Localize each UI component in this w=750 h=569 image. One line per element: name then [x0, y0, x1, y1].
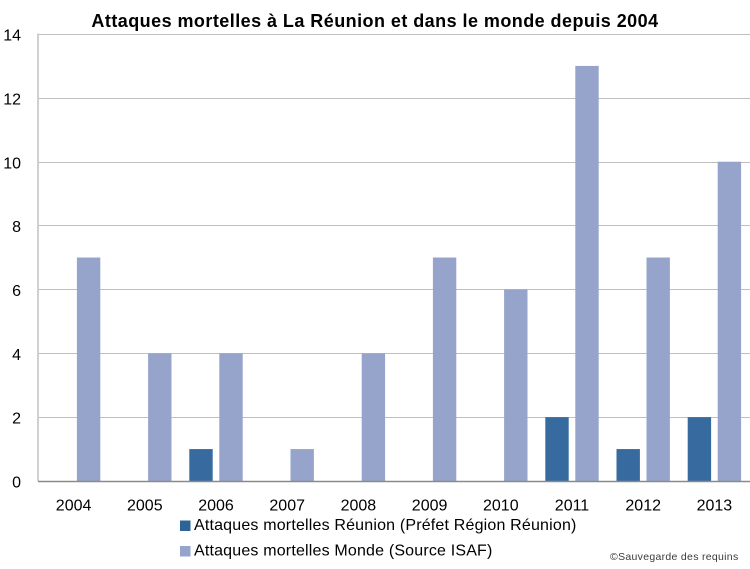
- svg-text:2010: 2010: [483, 498, 519, 515]
- svg-text:2006: 2006: [198, 498, 234, 515]
- svg-text:2012: 2012: [625, 498, 661, 515]
- svg-text:2007: 2007: [269, 498, 305, 515]
- svg-text:2013: 2013: [697, 498, 733, 515]
- svg-text:2004: 2004: [56, 498, 92, 515]
- svg-text:0: 0: [12, 475, 21, 492]
- svg-text:Attaques mortelles Réunion (Pr: Attaques mortelles Réunion (Préfet Régio…: [194, 517, 577, 534]
- svg-text:10: 10: [3, 155, 21, 172]
- svg-text:14: 14: [3, 28, 21, 45]
- svg-text:Attaques mortelles à La Réunio: Attaques mortelles à La Réunion et dans …: [91, 11, 658, 31]
- svg-text:2: 2: [12, 411, 21, 428]
- svg-text:2009: 2009: [412, 498, 448, 515]
- svg-text:4: 4: [12, 347, 21, 364]
- svg-text:8: 8: [12, 219, 21, 236]
- svg-text:Attaques mortelles Monde (Sour: Attaques mortelles Monde (Source ISAF): [194, 543, 493, 560]
- svg-text:2005: 2005: [127, 498, 163, 515]
- svg-text:2008: 2008: [341, 498, 377, 515]
- svg-text:12: 12: [3, 92, 21, 109]
- svg-text:©Sauvegarde des requins: ©Sauvegarde des requins: [610, 551, 738, 563]
- svg-text:2011: 2011: [555, 498, 590, 515]
- svg-text:6: 6: [12, 283, 21, 300]
